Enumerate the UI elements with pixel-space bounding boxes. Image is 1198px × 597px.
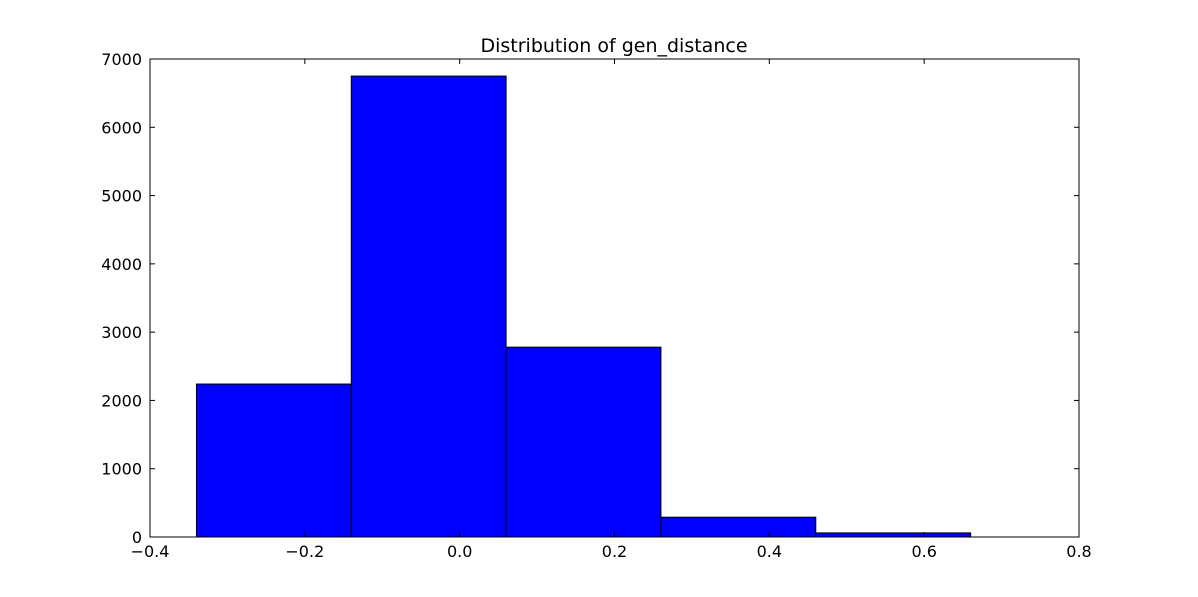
y-tick-label-7: 7000 xyxy=(101,50,142,69)
histogram-bar-1 xyxy=(350,75,507,538)
plot-frame xyxy=(149,58,1080,538)
chart-title: Distribution of gen_distance xyxy=(480,35,747,57)
x-tick-label-1: −0.2 xyxy=(285,542,324,561)
bars-group xyxy=(195,75,972,538)
histogram-bar-4 xyxy=(815,532,972,538)
x-tick-label-0: −0.4 xyxy=(131,542,170,561)
x-tick-label-5: 0.6 xyxy=(911,542,936,561)
y-tick-label-3: 3000 xyxy=(101,323,142,342)
y-tick-label-6: 6000 xyxy=(101,118,142,137)
x-tick-label-6: 0.8 xyxy=(1066,542,1091,561)
y-tick-label-1: 1000 xyxy=(101,460,142,479)
histogram-bar-2 xyxy=(505,346,662,538)
y-tick-label-2: 2000 xyxy=(101,391,142,410)
histogram-bar-0 xyxy=(195,383,352,538)
histogram-bar-3 xyxy=(660,516,817,538)
y-tick-label-5: 5000 xyxy=(101,187,142,206)
y-tick-label-4: 4000 xyxy=(101,255,142,274)
y-tick-label-0: 0 xyxy=(132,528,142,547)
x-tick-label-2: 0.0 xyxy=(447,542,472,561)
x-tick-label-4: 0.4 xyxy=(757,542,782,561)
ticks-group: −0.4 −0.2 0.0 0.2 0.4 0.6 0.8 0 1000 2000 3000 4000… xyxy=(101,50,1091,561)
x-tick-label-3: 0.2 xyxy=(602,542,627,561)
